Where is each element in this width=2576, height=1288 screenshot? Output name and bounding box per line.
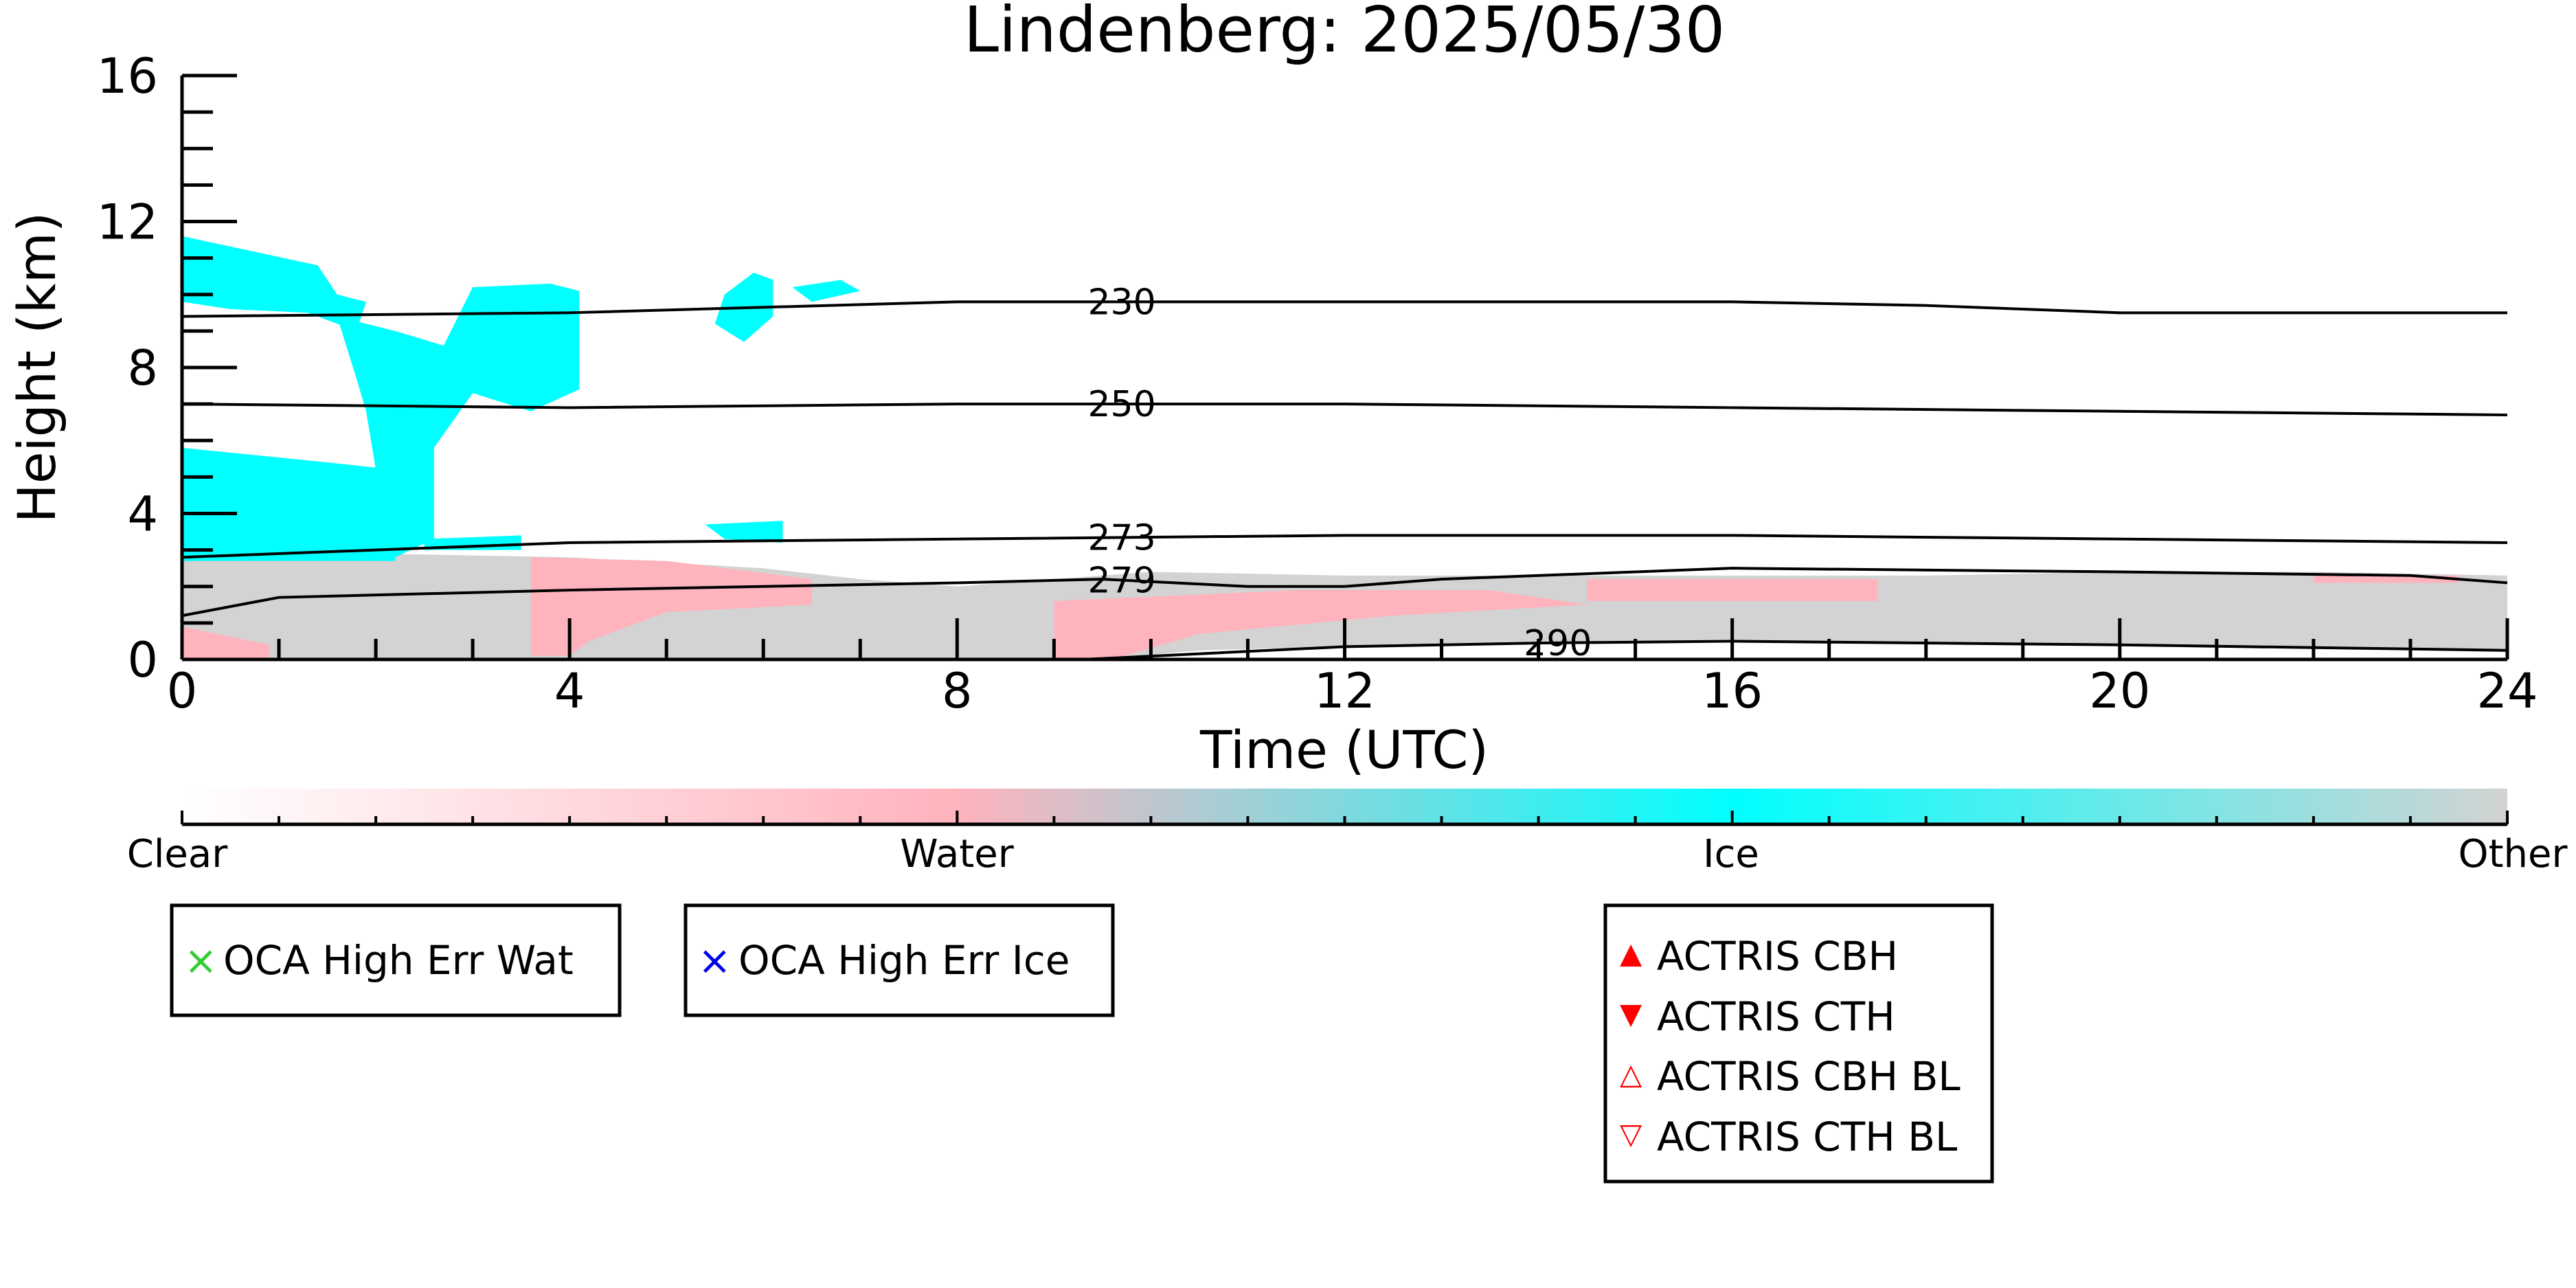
region-ice xyxy=(337,283,580,558)
isotherm-line-230 xyxy=(181,300,2507,318)
x-tick-label: 24 xyxy=(2476,663,2538,719)
legend-entry-label: ACTRIS CBH xyxy=(1657,933,1898,980)
colorbar-label-other: Other xyxy=(2458,832,2568,877)
colorbar-label-ice: Ice xyxy=(1703,832,1759,877)
legend-marker: △ xyxy=(1620,1057,1642,1091)
region-ice xyxy=(182,447,396,561)
y-tick-label: 16 xyxy=(97,48,158,104)
colorbar-label-water: Water xyxy=(900,832,1015,877)
y-tick-label: 8 xyxy=(127,340,158,396)
isotherm-line-250 xyxy=(181,403,2508,417)
x-tick-label: 20 xyxy=(2089,663,2150,719)
legend-marker: ▽ xyxy=(1620,1117,1642,1151)
legend-entry-label: ACTRIS CBH BL xyxy=(1657,1053,1961,1100)
legend-entry-label: ACTRIS CTH xyxy=(1657,993,1895,1040)
x-tick-label: 0 xyxy=(167,663,198,719)
legend-entry-label: OCA High Err Ice xyxy=(738,937,1070,984)
x-axis-label: Time (UTC) xyxy=(1199,719,1489,780)
legend-box-ice-error: × OCA High Err Ice xyxy=(683,903,1115,1017)
legend-marker: × xyxy=(698,937,732,984)
legend-frame xyxy=(683,903,1115,1017)
x-tick-label: 8 xyxy=(942,663,973,719)
y-tick-label: 4 xyxy=(127,486,158,543)
isotherm-label-290: 290 xyxy=(1524,623,1592,664)
region-water xyxy=(1054,590,1588,659)
region-water xyxy=(182,626,269,659)
x-tick-label: 4 xyxy=(554,663,585,719)
y-axis-label: Height (km) xyxy=(6,212,67,523)
legend-box-actris: ▲ ACTRIS CBH ▼ ACTRIS CTH △ ACTRIS CBH B… xyxy=(1603,903,1994,1184)
legend-frame xyxy=(170,903,622,1017)
legend-entry-label: OCA High Err Wat xyxy=(223,937,574,984)
isotherm-line-279 xyxy=(181,567,2508,618)
isotherm-label-273: 273 xyxy=(1087,517,1155,558)
x-tick-label: 16 xyxy=(1702,663,1763,719)
axis-ticks: 0 4 8 12 16 20 24 0 4 8 12 16 xyxy=(97,48,2538,719)
isotherm-label-279: 279 xyxy=(1087,561,1155,602)
region-ice xyxy=(705,521,783,543)
isotherm-line-273 xyxy=(181,534,2508,559)
colorbar: Clear Water Ice Other xyxy=(127,789,2568,877)
chart-title: Lindenberg: 2025/05/30 xyxy=(964,0,1726,67)
legend-entry-label: ACTRIS CTH BL xyxy=(1657,1114,1957,1160)
isotherm-label-230: 230 xyxy=(1087,282,1155,323)
region-water xyxy=(530,557,812,656)
legend-box-water-error: × OCA High Err Wat xyxy=(170,903,622,1017)
colorbar-label-clear: Clear xyxy=(127,832,228,877)
isotherm-label-250: 250 xyxy=(1087,384,1155,425)
colorbar-ticks xyxy=(181,811,2509,824)
region-ice xyxy=(182,236,366,331)
region-water xyxy=(1587,579,1878,601)
legend-marker: × xyxy=(184,937,218,984)
cloud-regions xyxy=(182,236,2507,659)
legend-frame xyxy=(1603,903,1994,1184)
region-ice xyxy=(792,280,861,302)
legend-marker: ▼ xyxy=(1620,997,1642,1030)
y-tick-label: 0 xyxy=(127,632,158,688)
y-tick-label: 12 xyxy=(97,194,158,251)
legend-marker: ▲ xyxy=(1620,936,1642,970)
x-tick-label: 12 xyxy=(1314,663,1375,719)
